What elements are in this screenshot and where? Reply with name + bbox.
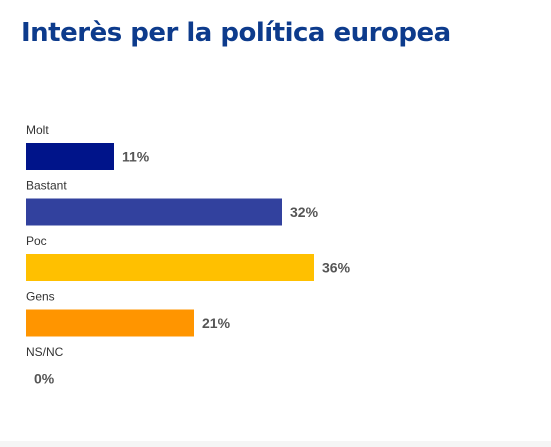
category-label-molt: Molt bbox=[26, 123, 49, 137]
value-label-gens: 21% bbox=[202, 315, 231, 331]
value-label-ns-nc: 0% bbox=[34, 371, 55, 387]
category-label-gens: Gens bbox=[26, 290, 55, 304]
value-label-bastant: 32% bbox=[290, 204, 319, 220]
bar-bastant bbox=[26, 198, 282, 226]
category-label-ns-nc: NS/NC bbox=[26, 345, 64, 359]
bar-molt bbox=[26, 143, 114, 170]
value-label-molt: 11% bbox=[122, 149, 150, 165]
value-label-poc: 36% bbox=[322, 260, 351, 276]
category-label-bastant: Bastant bbox=[26, 179, 67, 193]
bottom-divider bbox=[0, 441, 551, 447]
chart-title: Interès per la política europea bbox=[21, 18, 451, 48]
bar-gens bbox=[26, 309, 194, 337]
category-label-poc: Poc bbox=[26, 234, 47, 248]
bar-poc bbox=[26, 254, 314, 281]
